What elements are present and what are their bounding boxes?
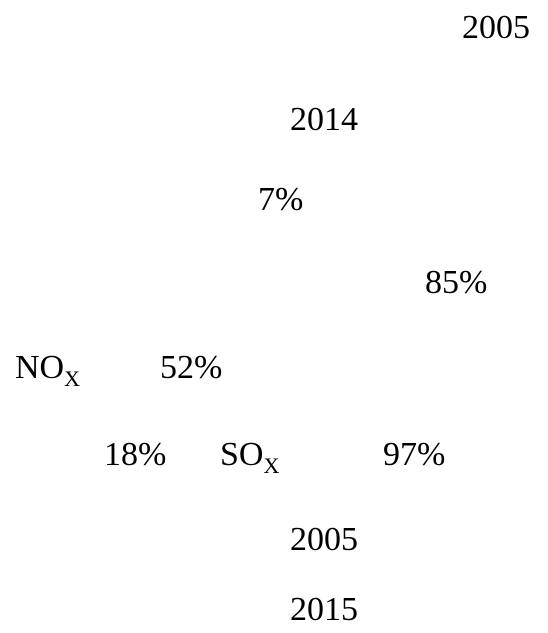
label: 85%	[425, 263, 487, 303]
label-text: 18%	[104, 436, 167, 473]
label-text: 97%	[383, 436, 446, 473]
label-text: 2014	[290, 101, 358, 138]
label-text: 85%	[425, 264, 488, 301]
label: SOX	[220, 435, 279, 478]
label-subscript: X	[263, 453, 280, 478]
label-text: NO	[15, 349, 65, 386]
label: 18%	[104, 435, 166, 475]
label-text: 52%	[160, 349, 223, 386]
label: 2005	[462, 8, 530, 48]
label-text: 2015	[290, 591, 358, 628]
label-text: 2005	[290, 521, 358, 558]
label: NOX	[15, 348, 80, 391]
label-text: 7%	[258, 181, 304, 218]
label: 97%	[383, 435, 445, 475]
label: 2015	[290, 590, 358, 630]
label: 7%	[258, 180, 303, 220]
label-subscript: X	[64, 366, 80, 391]
label-text: SO	[220, 436, 264, 473]
label: 2014	[290, 100, 358, 140]
label: 2005	[290, 520, 358, 560]
label-text: 2005	[462, 9, 530, 46]
label: 52%	[160, 348, 222, 388]
